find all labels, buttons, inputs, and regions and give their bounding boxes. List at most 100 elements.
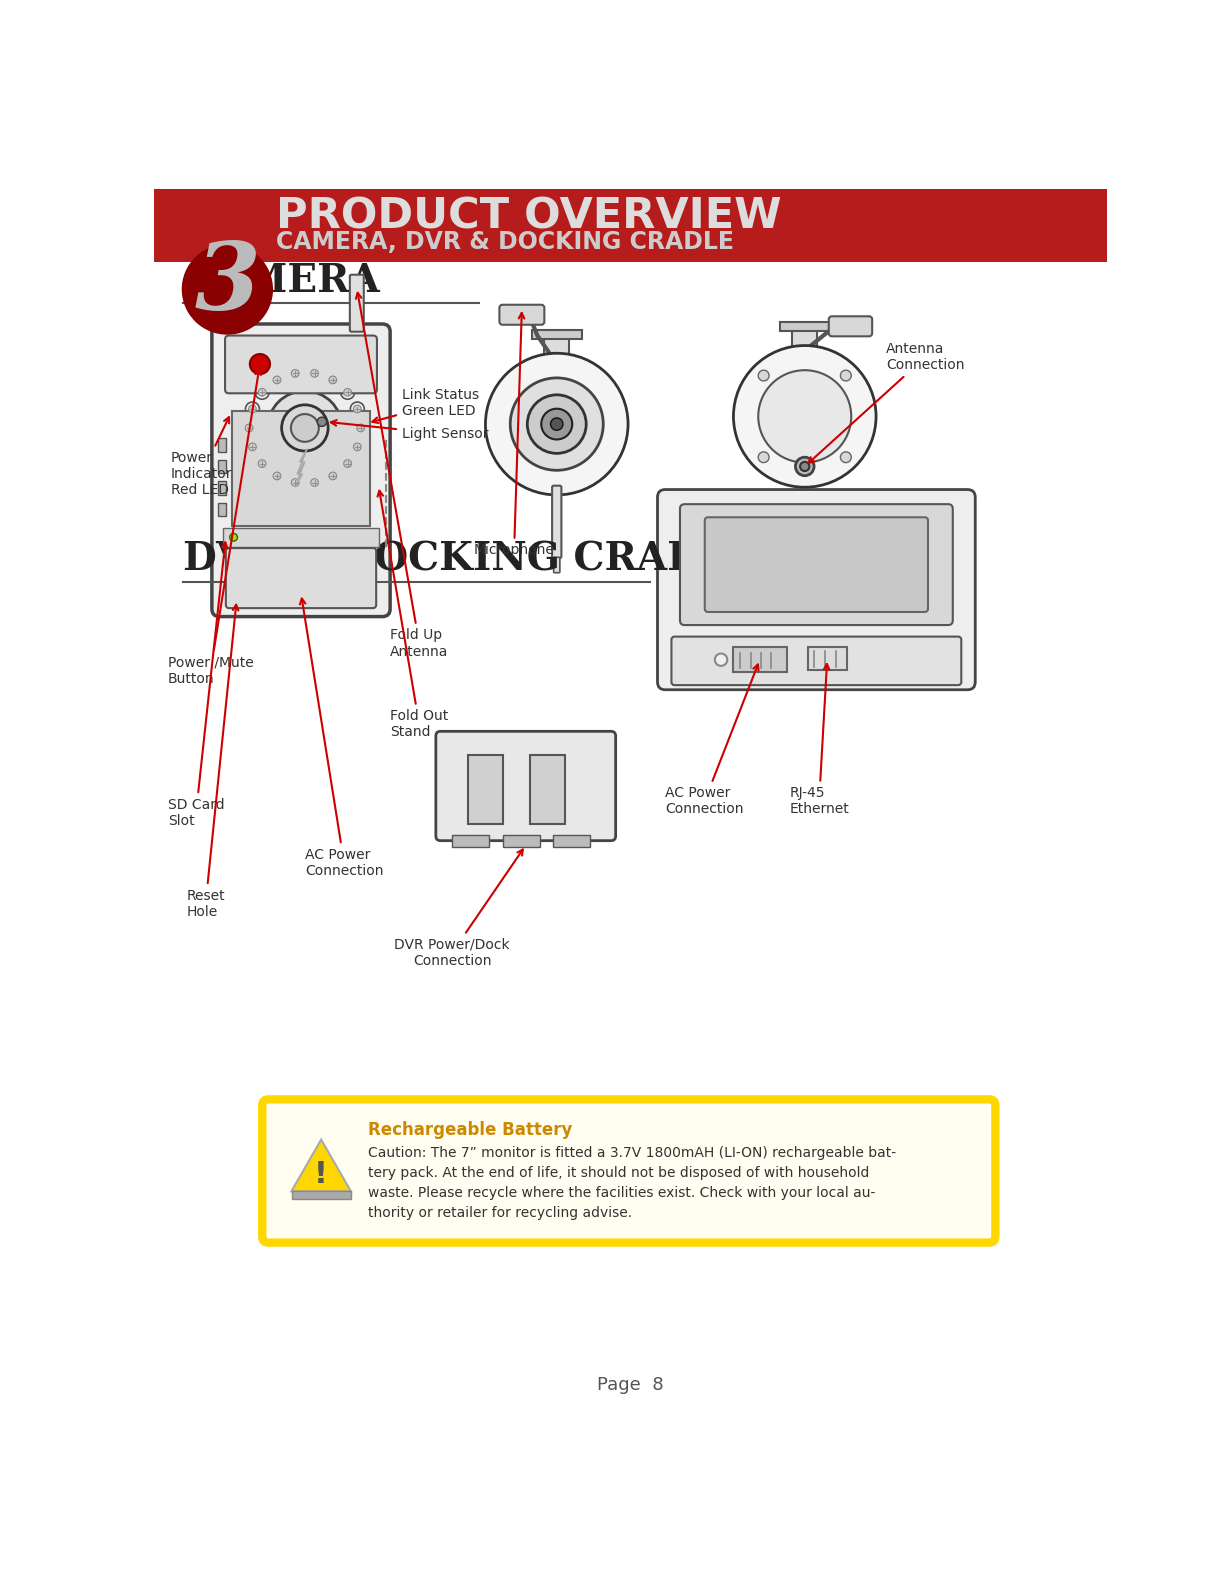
Circle shape [351,440,364,454]
Circle shape [311,479,319,486]
Circle shape [328,472,337,479]
Circle shape [353,443,362,451]
Circle shape [326,374,339,386]
Circle shape [288,476,303,489]
Text: Antenna
Connection: Antenna Connection [808,342,964,464]
Circle shape [242,421,256,435]
Circle shape [273,375,280,383]
Text: tery pack. At the end of life, it should not be disposed of with household: tery pack. At the end of life, it should… [368,1167,870,1180]
FancyBboxPatch shape [218,481,226,495]
Text: Reset
Hole: Reset Hole [186,604,239,919]
FancyBboxPatch shape [467,755,503,825]
FancyBboxPatch shape [531,330,582,339]
Circle shape [840,371,851,382]
Text: AC Power
Connection: AC Power Connection [300,599,384,878]
FancyBboxPatch shape [680,505,953,624]
Circle shape [248,405,256,413]
Text: Light Sensor: Light Sensor [331,419,488,442]
FancyBboxPatch shape [453,836,490,847]
FancyBboxPatch shape [154,189,1107,262]
Circle shape [268,391,342,465]
Circle shape [182,244,272,334]
Circle shape [326,468,339,483]
Text: thority or retailer for recycling advise.: thority or retailer for recycling advise… [368,1206,632,1221]
Circle shape [282,405,328,451]
FancyBboxPatch shape [530,755,565,825]
FancyBboxPatch shape [218,459,226,473]
Circle shape [246,402,260,416]
Circle shape [230,533,237,541]
Text: 3: 3 [194,240,261,330]
Text: Link Status
Green LED: Link Status Green LED [373,388,478,423]
FancyBboxPatch shape [349,274,364,331]
Circle shape [258,388,266,396]
Text: RJ-45
Ethernet: RJ-45 Ethernet [790,664,849,817]
Circle shape [486,353,629,495]
Circle shape [341,385,354,399]
FancyBboxPatch shape [218,438,226,451]
Circle shape [308,476,321,489]
Circle shape [343,460,352,467]
FancyBboxPatch shape [503,836,540,847]
Circle shape [353,405,362,413]
Circle shape [317,418,327,426]
FancyBboxPatch shape [552,836,590,847]
FancyBboxPatch shape [435,732,616,841]
Text: AC Power
Connection: AC Power Connection [665,664,759,817]
Circle shape [733,345,876,487]
FancyBboxPatch shape [672,637,962,684]
Circle shape [510,378,603,470]
FancyBboxPatch shape [499,304,545,325]
Text: !: ! [314,1159,328,1189]
Circle shape [357,424,364,432]
Circle shape [354,421,368,435]
Text: Fold Up
Antenna: Fold Up Antenna [355,293,449,659]
Circle shape [840,453,851,462]
Circle shape [351,402,364,416]
Circle shape [796,457,814,476]
Circle shape [246,440,260,454]
Circle shape [308,366,321,380]
Text: Fold Out
Stand: Fold Out Stand [378,490,449,740]
Circle shape [328,375,337,383]
Circle shape [800,462,809,472]
Circle shape [271,374,284,386]
Text: waste. Please recycle where the facilities exist. Check with your local au-: waste. Please recycle where the faciliti… [368,1186,875,1200]
Circle shape [288,366,303,380]
Circle shape [758,371,769,382]
FancyBboxPatch shape [554,557,560,572]
FancyBboxPatch shape [658,489,975,689]
Text: Rechargeable Battery: Rechargeable Battery [368,1121,572,1139]
Text: DVR & DOCKING CRADLE: DVR & DOCKING CRADLE [183,541,759,579]
FancyBboxPatch shape [808,648,846,670]
Circle shape [258,460,266,467]
Polygon shape [292,1140,351,1191]
Circle shape [341,457,354,470]
Text: SD Card
Slot: SD Card Slot [167,542,228,828]
FancyBboxPatch shape [829,317,872,336]
FancyBboxPatch shape [212,323,390,617]
Text: PRODUCT OVERVIEW: PRODUCT OVERVIEW [277,196,782,237]
Circle shape [292,415,319,442]
Circle shape [343,388,352,396]
Circle shape [221,345,389,511]
FancyBboxPatch shape [705,517,927,612]
Circle shape [292,369,299,377]
Circle shape [245,424,253,432]
FancyBboxPatch shape [276,522,335,531]
FancyBboxPatch shape [226,549,376,609]
Text: DVR Power/Dock
Connection: DVR Power/Dock Connection [395,850,523,968]
FancyBboxPatch shape [218,503,226,517]
FancyBboxPatch shape [262,1099,995,1243]
Circle shape [255,385,269,399]
FancyBboxPatch shape [545,337,569,355]
FancyBboxPatch shape [225,336,376,393]
Text: Power
Indicator
Red LED: Power Indicator Red LED [171,418,232,497]
Text: CAMERA: CAMERA [183,263,380,301]
Polygon shape [295,449,308,487]
Text: Power /Mute
Button: Power /Mute Button [167,369,261,686]
FancyBboxPatch shape [792,330,817,347]
Circle shape [528,394,587,453]
Circle shape [271,468,284,483]
Text: CAMERA, DVR & DOCKING CRADLE: CAMERA, DVR & DOCKING CRADLE [277,230,734,254]
